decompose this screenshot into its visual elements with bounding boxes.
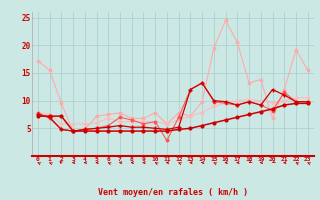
Text: Vent moyen/en rafales ( km/h ): Vent moyen/en rafales ( km/h ) [98,188,248,197]
